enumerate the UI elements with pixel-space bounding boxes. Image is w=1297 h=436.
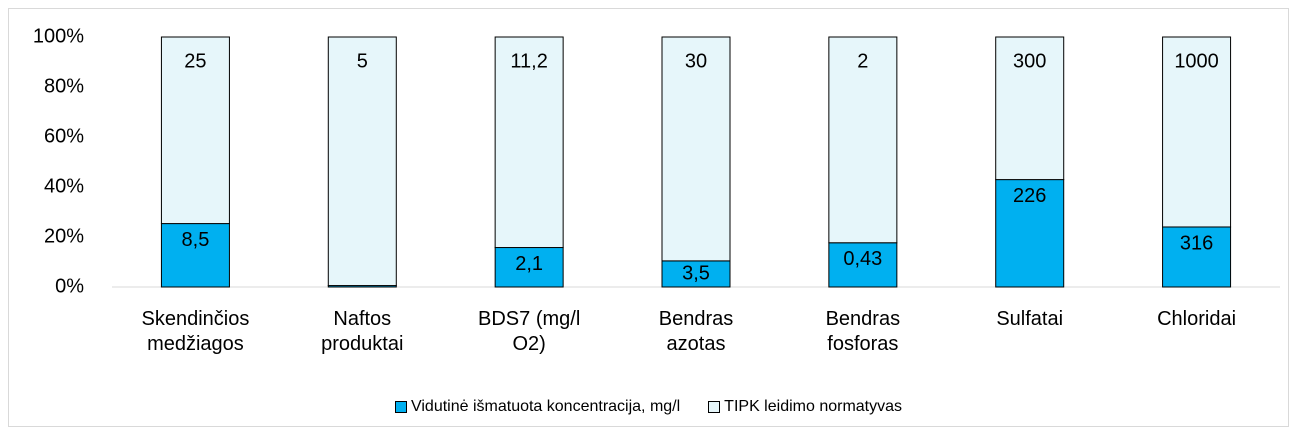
- x-tick-label: Naftos produktai: [321, 308, 404, 355]
- x-tick-label: Sulfatai: [996, 308, 1064, 330]
- y-tick-label: 40%: [44, 175, 84, 197]
- bar-segment: [995, 36, 1065, 181]
- data-label: 300: [1013, 50, 1046, 72]
- data-label: 0,43: [843, 248, 882, 270]
- data-label: 25: [184, 50, 206, 72]
- data-label: 30: [685, 50, 707, 72]
- bar-segment: [327, 36, 397, 287]
- x-tick-label: BDS7 (mg/l O2): [478, 308, 581, 355]
- data-label: 2,1: [515, 253, 543, 275]
- bar-segment: [661, 260, 731, 288]
- legend-item: Vidutinė išmatuota koncentracija, mg/l: [394, 398, 681, 416]
- bar-segment: [160, 223, 230, 288]
- bar-segment: [828, 242, 898, 288]
- x-tick-label: Bendras fosforas: [825, 308, 901, 355]
- y-tick-label: 60%: [44, 125, 84, 147]
- bar-segment: [995, 179, 1065, 288]
- legend: Vidutinė išmatuota koncentracija, mg/l TI…: [0, 398, 1297, 418]
- data-label: 2: [857, 50, 868, 72]
- legend-swatch: [394, 401, 407, 413]
- legend-swatch: [708, 401, 721, 413]
- data-label: 316: [1180, 232, 1213, 254]
- y-tick-label: 0%: [55, 275, 84, 297]
- legend-item: TIPK leidimo normatyvas: [708, 398, 902, 416]
- y-tick-label: 80%: [44, 75, 84, 97]
- x-tick-label: Skendinčios medžiagos: [141, 308, 250, 355]
- data-label: 1000: [1174, 50, 1219, 72]
- bar-segment: [494, 36, 564, 249]
- data-label: 8,5: [182, 229, 210, 251]
- bar-segment: [828, 36, 898, 244]
- bar-segment: [494, 247, 564, 288]
- x-tick-label: Chloridai: [1157, 308, 1237, 330]
- data-label: 226: [1013, 185, 1046, 207]
- data-label: 3,5: [682, 262, 710, 284]
- legend-label: TIPK leidimo normatyvas: [724, 398, 903, 415]
- bar-segment: [1162, 226, 1232, 288]
- data-label: 5: [357, 50, 368, 72]
- chart-border: [8, 8, 1289, 427]
- data-label: 11,2: [510, 50, 547, 72]
- bar-segment: [661, 36, 731, 262]
- y-tick-label: 20%: [44, 225, 84, 247]
- bar-segment: [1162, 36, 1232, 228]
- bar-segment: [160, 36, 230, 225]
- x-tick-label: Bendras azotas: [658, 308, 734, 355]
- legend-label: Vidutinė išmatuota koncentracija, mg/l: [410, 398, 681, 415]
- y-tick-label: 100%: [33, 25, 84, 47]
